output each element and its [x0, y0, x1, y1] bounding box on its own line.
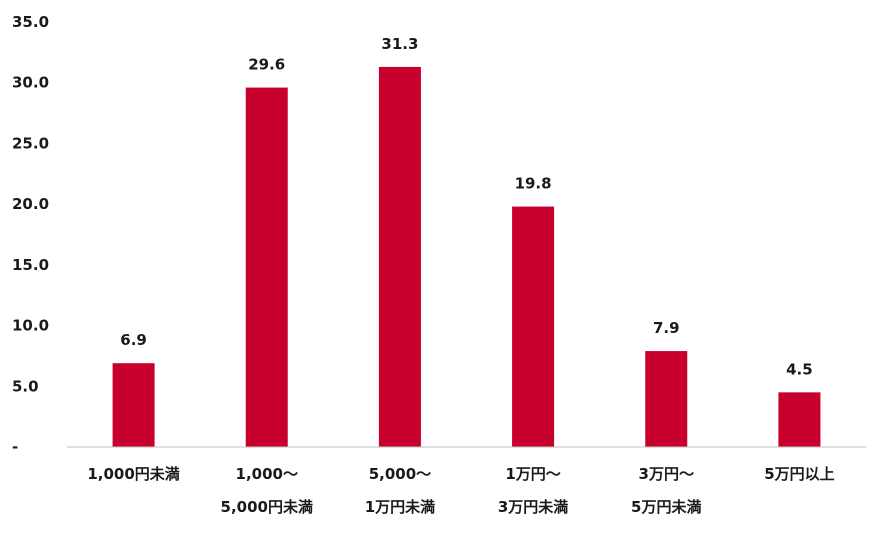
x-tick-label: 5,000円未満 [221, 498, 313, 516]
x-tick-label: 1万円未満 [365, 498, 435, 516]
y-tick-label: 35.0 [12, 13, 49, 31]
y-axis: 35.0 30.0 25.0 20.0 15.0 10.0 5.0 - [12, 13, 49, 456]
x-tick-label: 1,000～ [236, 465, 298, 483]
bar [645, 351, 688, 447]
x-axis: 1,000円未満 1,000～ 5,000円未満 5,000～ 1万円未満 1万円～ 3万円… [87, 465, 834, 516]
y-tick-label: 15.0 [12, 256, 49, 274]
bar [512, 206, 555, 447]
data-label: 19.8 [515, 175, 552, 193]
bars [112, 66, 821, 448]
data-label: 6.9 [120, 331, 147, 349]
data-label: 4.5 [786, 360, 813, 378]
y-tick-label: 20.0 [12, 195, 49, 213]
x-tick-label: 5万円以上 [764, 465, 834, 483]
bar [245, 87, 288, 448]
y-tick-label: - [12, 438, 18, 456]
data-labels: 6.9 29.6 31.3 19.8 7.9 4.5 [120, 35, 812, 378]
x-tick-label: 3万円～ [639, 465, 694, 483]
x-tick-label: 1万円～ [505, 465, 560, 483]
y-tick-label: 5.0 [12, 377, 39, 395]
y-tick-label: 30.0 [12, 74, 49, 92]
x-tick-label: 3万円未満 [498, 498, 568, 516]
bar [378, 66, 421, 447]
x-tick-label: 1,000円未満 [87, 465, 179, 483]
data-label: 31.3 [381, 35, 418, 53]
y-tick-label: 10.0 [12, 317, 49, 335]
x-tick-label: 5万円未満 [631, 498, 701, 516]
x-tick-label: 5,000～ [369, 465, 431, 483]
data-label: 29.6 [248, 56, 285, 74]
data-label: 7.9 [653, 319, 680, 337]
bar [778, 392, 821, 447]
bar [112, 363, 155, 447]
y-tick-label: 25.0 [12, 134, 49, 152]
